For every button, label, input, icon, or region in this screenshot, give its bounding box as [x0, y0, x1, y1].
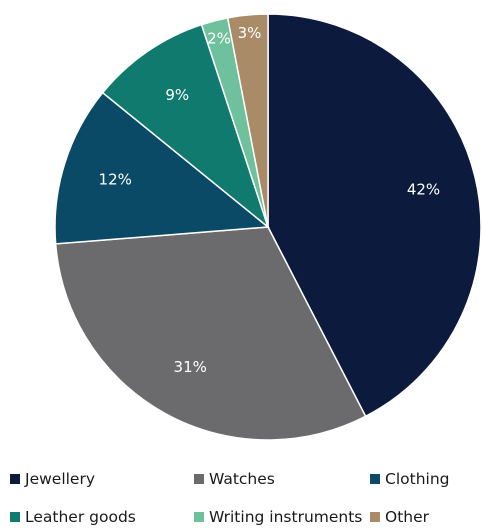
pie-slice-jewellery: [267, 13, 482, 418]
pie-label-watches: 31%: [174, 358, 207, 376]
legend-item-jewellery: Jewellery: [10, 470, 95, 488]
pie-slices: [54, 13, 482, 441]
pie-slice-leather-goods: [101, 23, 270, 230]
legend-item-other: Other: [370, 508, 429, 526]
pie-chart: 42% 31% 12% 9% 2% 3%: [54, 13, 482, 441]
legend-swatch-leather-goods: [10, 512, 20, 522]
legend-swatch-other: [370, 512, 380, 522]
legend-label-jewellery: Jewellery: [25, 470, 96, 488]
legend-item-clothing: Clothing: [370, 470, 449, 488]
legend-item-watches: Watches: [194, 470, 275, 488]
pie-label-writing-instruments: 2%: [207, 29, 231, 47]
pie-label-jewellery: 42%: [407, 180, 440, 198]
legend-swatch-writing-instruments: [194, 512, 204, 522]
pie-label-other: 3%: [238, 24, 262, 42]
legend-swatch-jewellery: [10, 474, 20, 484]
legend-swatch-clothing: [370, 474, 380, 484]
legend-swatch-watches: [194, 474, 204, 484]
pie-label-clothing: 12%: [99, 170, 132, 188]
pie-label-leather-goods: 9%: [165, 86, 189, 104]
legend-label-leather-goods: Leather goods: [25, 508, 136, 526]
legend-label-writing-instruments: Writing instruments: [209, 508, 363, 526]
legend-label-watches: Watches: [209, 470, 275, 488]
pie-labels: 42% 31% 12% 9% 2% 3%: [99, 24, 441, 376]
legend-item-writing-instruments: Writing instruments: [194, 508, 362, 526]
pie-slice-watches: [54, 226, 367, 441]
legend-label-other: Other: [385, 508, 430, 526]
legend-label-clothing: Clothing: [385, 470, 450, 488]
pie-slice-clothing: [54, 91, 270, 245]
pie-slice-other: [226, 13, 269, 228]
legend-item-leather-goods: Leather goods: [10, 508, 136, 526]
